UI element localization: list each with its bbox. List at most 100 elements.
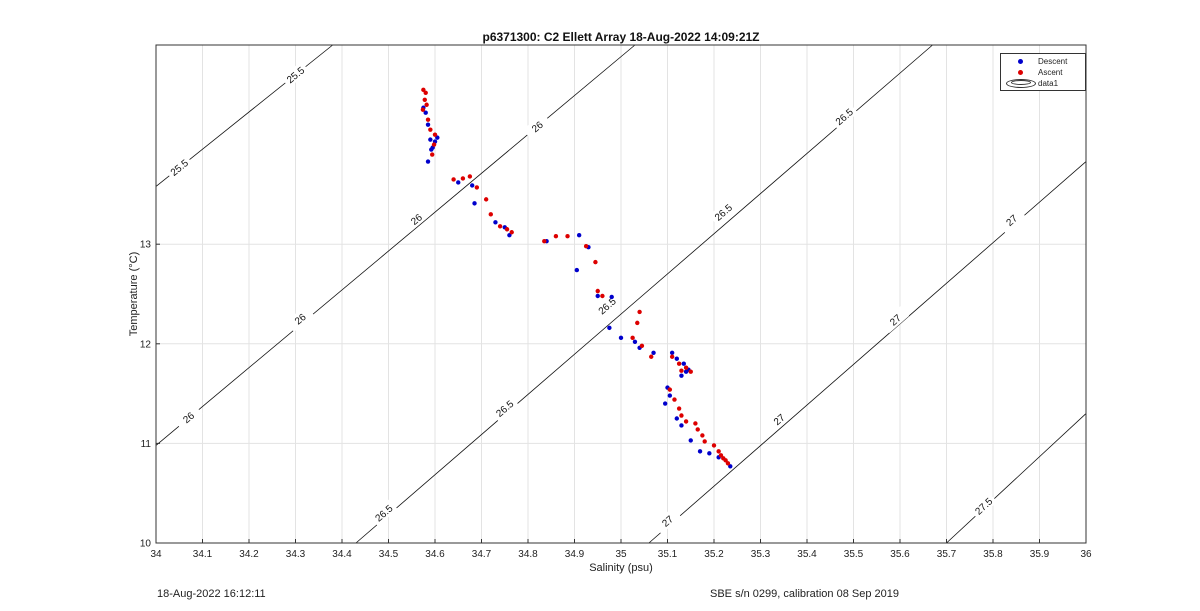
contour-label-background [969,492,998,520]
x-tick-label: 34.3 [286,549,306,560]
contour-label-background [490,394,519,422]
ascent-point [425,117,431,122]
ascent-point [635,320,640,326]
descent-point [618,335,624,341]
contour-label-background [592,292,621,319]
ascent-point [711,443,717,448]
legend-item-descent: Descent [1001,56,1085,67]
descent-point [679,423,684,428]
descent-point [435,135,440,140]
x-tick-label: 35.9 [1030,549,1050,560]
y-tick-label: 13 [140,240,152,251]
descent-point [688,438,693,443]
descent-point [609,294,614,300]
legend-label-data1: data1 [1038,79,1059,88]
x-tick-label: 34.2 [239,549,259,560]
ascent-point [593,259,598,265]
ascent-point [542,239,547,244]
grid-lines [155,45,1087,544]
x-tick-label: 35.7 [937,549,957,560]
descent-point [679,373,684,378]
descent-point [681,361,686,366]
contour-label-background [764,405,793,433]
ascent-point [702,439,707,444]
data-points [420,87,733,469]
contour-label-background [280,61,310,88]
descent-point [667,393,673,398]
contour-line [946,413,1087,544]
x-tick-label: 34.1 [193,549,213,560]
ascent-point [716,449,721,454]
ascent-point [630,335,635,341]
chart-title: p6371300: C2 Ellett Array 18-Aug-2022 14… [482,30,759,44]
descent-point [428,137,433,142]
descent-point [493,220,498,225]
ascent-point [637,309,642,315]
ascent-point [679,413,684,418]
y-tick-label: 11 [141,439,152,450]
ascent-point [488,212,493,217]
descent-point [472,201,477,206]
x-tick-label: 35.4 [797,549,817,560]
descent-point [423,110,428,115]
ascent-point [667,387,673,392]
descent-point [669,350,675,355]
descent-point [456,180,461,185]
ascent-point [430,152,435,157]
descent-point [674,416,679,421]
ascent-point [451,177,456,182]
x-tick-label: 34.8 [518,549,538,560]
ascent-point [600,293,605,299]
x-tick-label: 34.9 [565,549,585,560]
descent-point [662,401,668,406]
x-tick-label: 34.7 [472,549,492,560]
descent-point [632,339,638,345]
descent-point [607,325,612,331]
ascent-point [509,230,514,235]
y-axis-ticks: 10 11 12 13 [140,240,160,550]
descent-point [674,356,679,361]
contour-label-background [369,499,398,527]
contour-label-background [997,206,1026,234]
ascent-point [565,234,570,239]
ascent-point [432,132,438,137]
ascent-point [676,361,682,366]
y-tick-label: 12 [140,339,152,350]
contour-label-background [164,153,194,181]
ascent-point [688,369,693,374]
footer-timestamp: 18-Aug-2022 16:12:11 [157,588,266,600]
ascent-point [718,453,724,458]
ascent-point [460,176,466,181]
descent-point [697,449,703,454]
legend-item-ascent: Ascent [1001,67,1085,78]
contour-line [155,44,636,446]
ascent-marker-icon [1018,70,1023,75]
contour-ellipse-icon [1005,78,1036,89]
ascent-point [428,127,433,132]
contour-line [355,44,933,544]
descent-point [429,147,434,152]
ascent-point [693,421,698,426]
descent-point [425,159,431,164]
ascent-point [679,368,684,373]
descent-point [707,451,712,456]
ascent-point [676,406,682,411]
ascent-point [483,197,489,202]
ascent-point [649,354,654,359]
descent-point [507,233,512,238]
y-tick-label: 10 [140,539,152,550]
footer-calibration: SBE s/n 0299, calibration 08 Sep 2019 [710,588,899,600]
ascent-point [583,243,589,249]
contour-label-background [174,403,203,431]
x-tick-label: 35.1 [658,549,678,560]
ascent-point [723,458,728,463]
ascent-point [700,433,705,438]
descent-point [425,122,431,127]
ascent-point [423,90,428,96]
ascent-point [422,97,427,102]
x-axis-ticks: 34 34.1 34.2 34.3 34.4 34.5 34.6 34.7 34.8 34.9 35… [150,539,1092,560]
descent-point [728,464,733,469]
legend: Descent Ascent data1 [1000,53,1086,91]
descent-point [651,350,656,355]
